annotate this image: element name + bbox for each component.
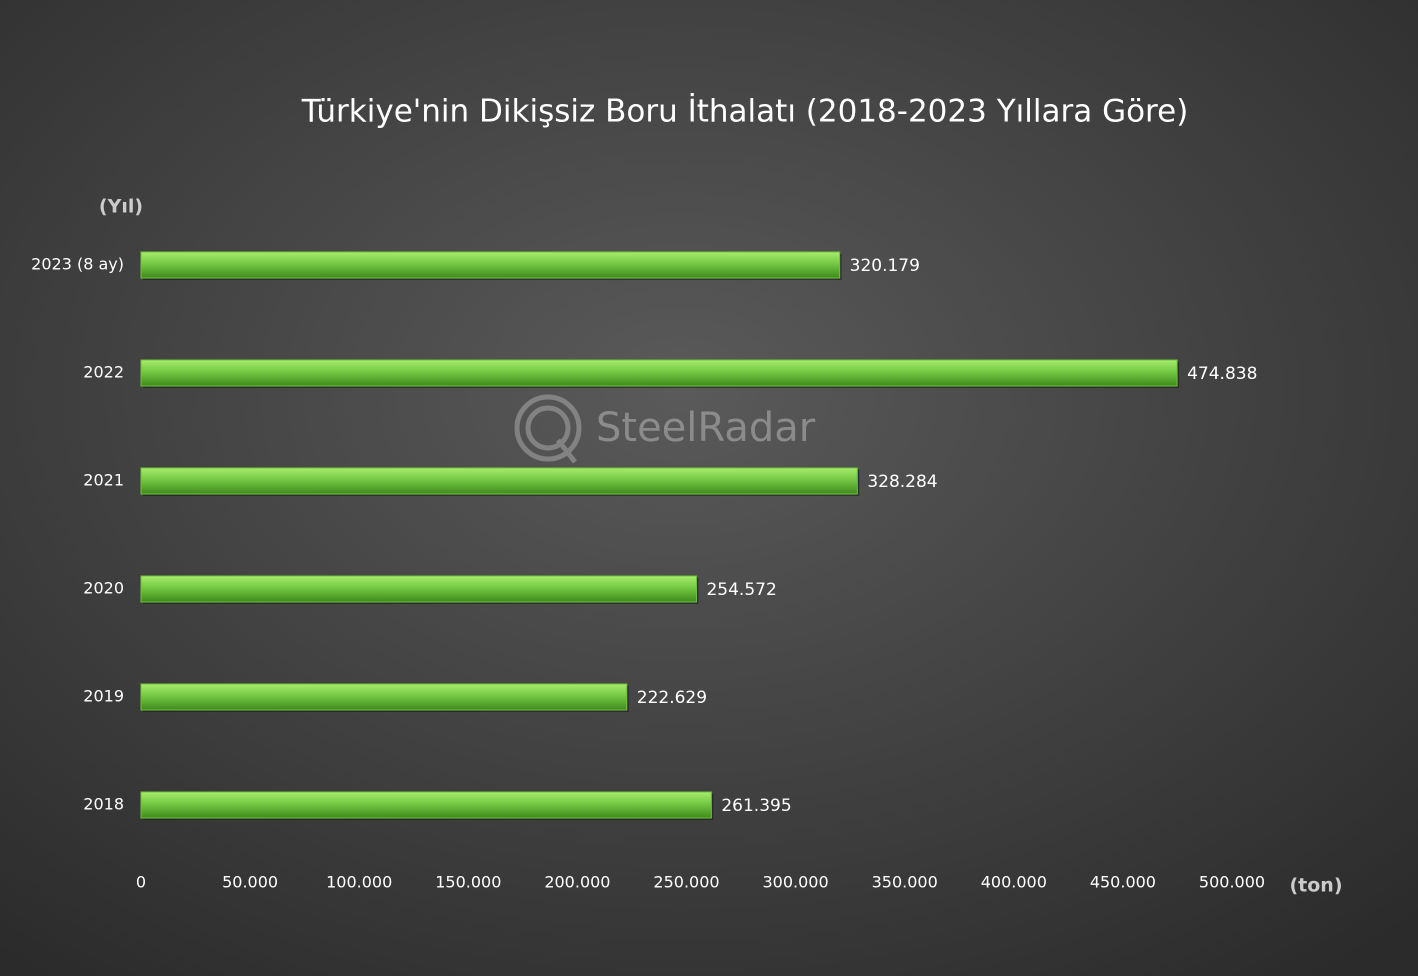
- y-tick-label: 2023 (8 ay): [31, 255, 124, 274]
- bar: [140, 467, 858, 495]
- x-tick-label: 500.000: [1199, 873, 1265, 892]
- value-label: 328.284: [867, 472, 937, 492]
- bar: [140, 359, 1178, 387]
- value-label: 474.838: [1187, 364, 1257, 384]
- watermark: SteelRadar: [596, 405, 816, 451]
- bar: [140, 575, 697, 603]
- x-tick-label: 350.000: [872, 873, 938, 892]
- y-axis-label: (Yıl): [99, 196, 143, 218]
- x-tick-label: 150.000: [435, 873, 501, 892]
- y-tick-label: 2020: [83, 579, 124, 598]
- x-tick-label: 450.000: [1090, 873, 1156, 892]
- y-tick-label: 2018: [83, 795, 124, 814]
- value-label: 254.572: [706, 580, 776, 600]
- bar: [140, 791, 712, 819]
- chart-title: Türkiye'nin Dikişsiz Boru İthalatı (2018…: [301, 94, 1189, 130]
- y-tick-label: 2022: [83, 363, 124, 382]
- value-label: 261.395: [721, 796, 791, 816]
- x-axis-label: (ton): [1289, 875, 1342, 897]
- value-label: 222.629: [637, 688, 707, 708]
- x-tick-label: 250.000: [653, 873, 719, 892]
- x-tick-label: 0: [136, 873, 146, 892]
- value-label: 320.179: [850, 256, 920, 276]
- x-tick-label: 300.000: [763, 873, 829, 892]
- bar: [140, 683, 628, 711]
- y-tick-label: 2021: [83, 471, 124, 490]
- x-tick-label: 100.000: [326, 873, 392, 892]
- bar: [140, 251, 841, 279]
- x-tick-label: 50.000: [222, 873, 278, 892]
- y-tick-label: 2019: [83, 687, 124, 706]
- x-tick-label: 200.000: [544, 873, 610, 892]
- watermark-logo: [514, 394, 582, 464]
- x-tick-label: 400.000: [981, 873, 1047, 892]
